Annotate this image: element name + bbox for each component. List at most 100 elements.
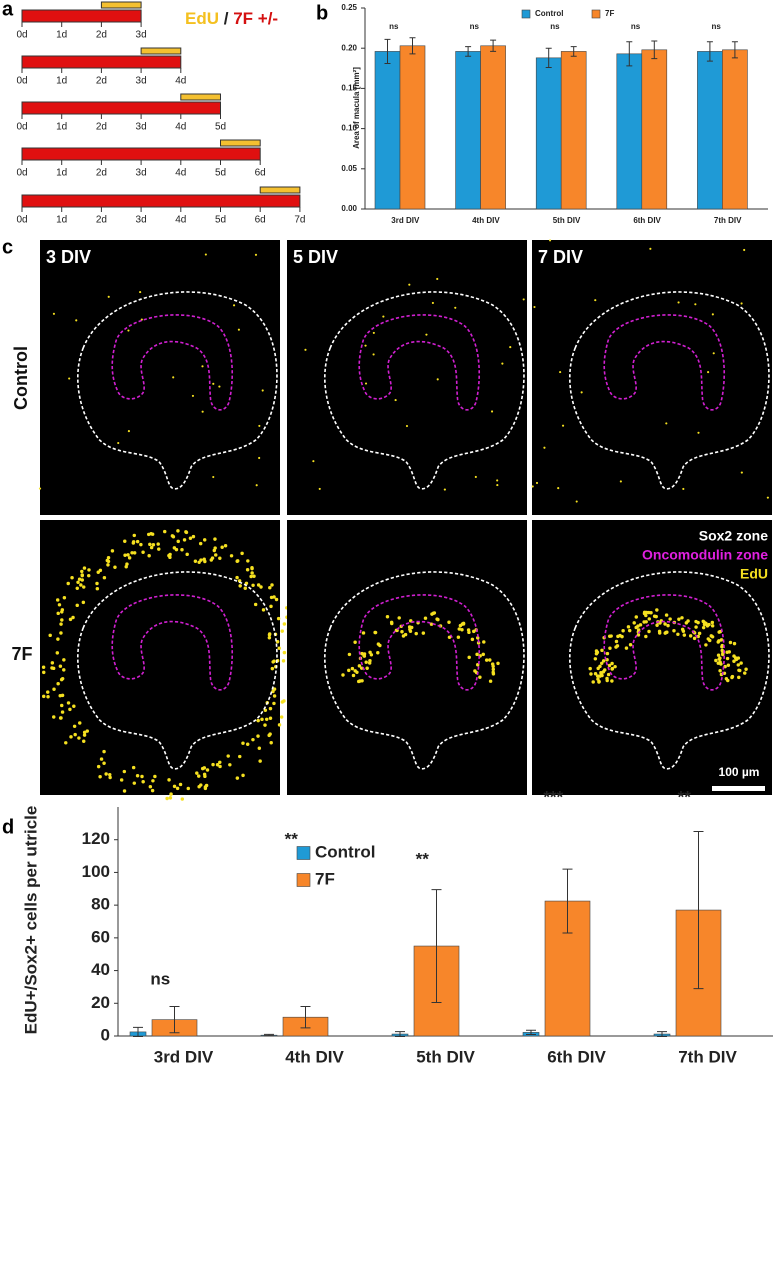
y-tick-label: 0 [101, 1025, 110, 1044]
edu-dot [202, 766, 207, 770]
legend-label: Control [535, 9, 563, 18]
edu-dot [720, 643, 725, 648]
edu-dot [353, 640, 357, 644]
edu-dot [649, 247, 652, 250]
edu-dot [62, 658, 66, 662]
edu-dot [436, 617, 440, 622]
sox2-zone [77, 571, 278, 770]
edu-dot [175, 786, 180, 791]
edu-dot [701, 625, 706, 630]
edu-dot [226, 754, 230, 758]
edu-dot [255, 484, 258, 487]
edu-dot [124, 565, 128, 569]
day-label: 2d [96, 76, 107, 87]
edu-dot [644, 634, 648, 639]
image-legend: EdU [740, 566, 768, 582]
edu-bar [140, 47, 182, 55]
error-bar [431, 889, 442, 1003]
edu-dot [202, 557, 206, 561]
error-bar [706, 41, 713, 62]
contours [531, 239, 770, 503]
edu-dot [228, 763, 232, 767]
edu-dot [82, 585, 86, 589]
edu-dot [132, 551, 137, 555]
edu-dot [490, 410, 494, 413]
edu-dot [423, 616, 428, 620]
scale-label: 100 µm [719, 765, 760, 779]
edu-dot [304, 348, 307, 351]
error-bar [490, 39, 497, 52]
edu-dot [50, 661, 55, 665]
edu-dot [59, 716, 63, 720]
day-label: 6d [255, 168, 266, 179]
edu-dot [619, 480, 622, 483]
edu-dot [267, 636, 272, 640]
error-bar [651, 40, 658, 60]
edu-dot [559, 371, 562, 374]
edu-dot [58, 664, 63, 668]
edu-dot [414, 631, 418, 636]
y-tick-label: 0.00 [341, 204, 357, 213]
edu-dot [694, 303, 697, 306]
edu-dot [269, 604, 273, 609]
edu-dot [51, 666, 56, 671]
edu-dot [70, 575, 74, 580]
edu-dot [684, 621, 689, 625]
day-label: 7d [294, 215, 305, 226]
edu-dot [249, 574, 253, 579]
edu-dot [655, 623, 659, 628]
edu-dot [259, 585, 263, 589]
edu-dot [56, 611, 60, 616]
day-label: 3d [136, 76, 147, 87]
edu-dot [258, 424, 261, 427]
edu-dot [277, 646, 281, 650]
edu-dot [460, 627, 464, 632]
contours [304, 259, 525, 491]
edu-dot [245, 568, 250, 572]
edu-dot [211, 762, 215, 767]
x-tick-label: 5th DIV [553, 216, 581, 225]
edu-dot [229, 554, 234, 558]
edu-dot [378, 643, 382, 648]
image-legend: Oncomodulin zone [642, 547, 768, 563]
edu-dot [176, 529, 180, 533]
edu-dot [56, 637, 60, 641]
significance: ns [470, 22, 480, 31]
edu-dot [364, 382, 368, 385]
edu-dot [199, 783, 203, 787]
row-label: 7F [11, 644, 32, 664]
edu-dot [201, 365, 204, 368]
edu-dot [707, 371, 710, 374]
legend-label: 7F [315, 869, 335, 888]
edu-dot [182, 538, 187, 542]
edu-bar [259, 186, 301, 194]
edu-dot [501, 362, 504, 365]
edu-dot [632, 621, 636, 625]
edu-dot [280, 700, 285, 704]
edu-dot [272, 595, 276, 599]
edu-dot [119, 778, 124, 782]
edu-dot [737, 668, 741, 673]
edu-dot [644, 620, 648, 624]
day-label: 1d [56, 168, 67, 179]
edu-dot [694, 619, 698, 624]
edu-dot [682, 633, 687, 637]
edu-dot [711, 313, 714, 316]
edu-dot [647, 617, 652, 621]
day-label: 3d [136, 215, 147, 226]
y-tick-label: 100 [82, 862, 110, 881]
day-label: 6d [255, 215, 266, 226]
column-label: 3 DIV [46, 247, 91, 267]
edu-dot [188, 536, 193, 541]
edu-dot [739, 661, 743, 665]
edu-dot [594, 649, 599, 653]
edu-dot [167, 553, 171, 558]
edu-dot [202, 538, 207, 542]
bar [722, 49, 748, 210]
edu-dot [72, 704, 76, 708]
edu-dot [743, 248, 746, 252]
micrograph [40, 520, 280, 795]
edu-dot [535, 481, 539, 485]
edu-dot [362, 653, 366, 658]
error-bar [626, 41, 633, 67]
